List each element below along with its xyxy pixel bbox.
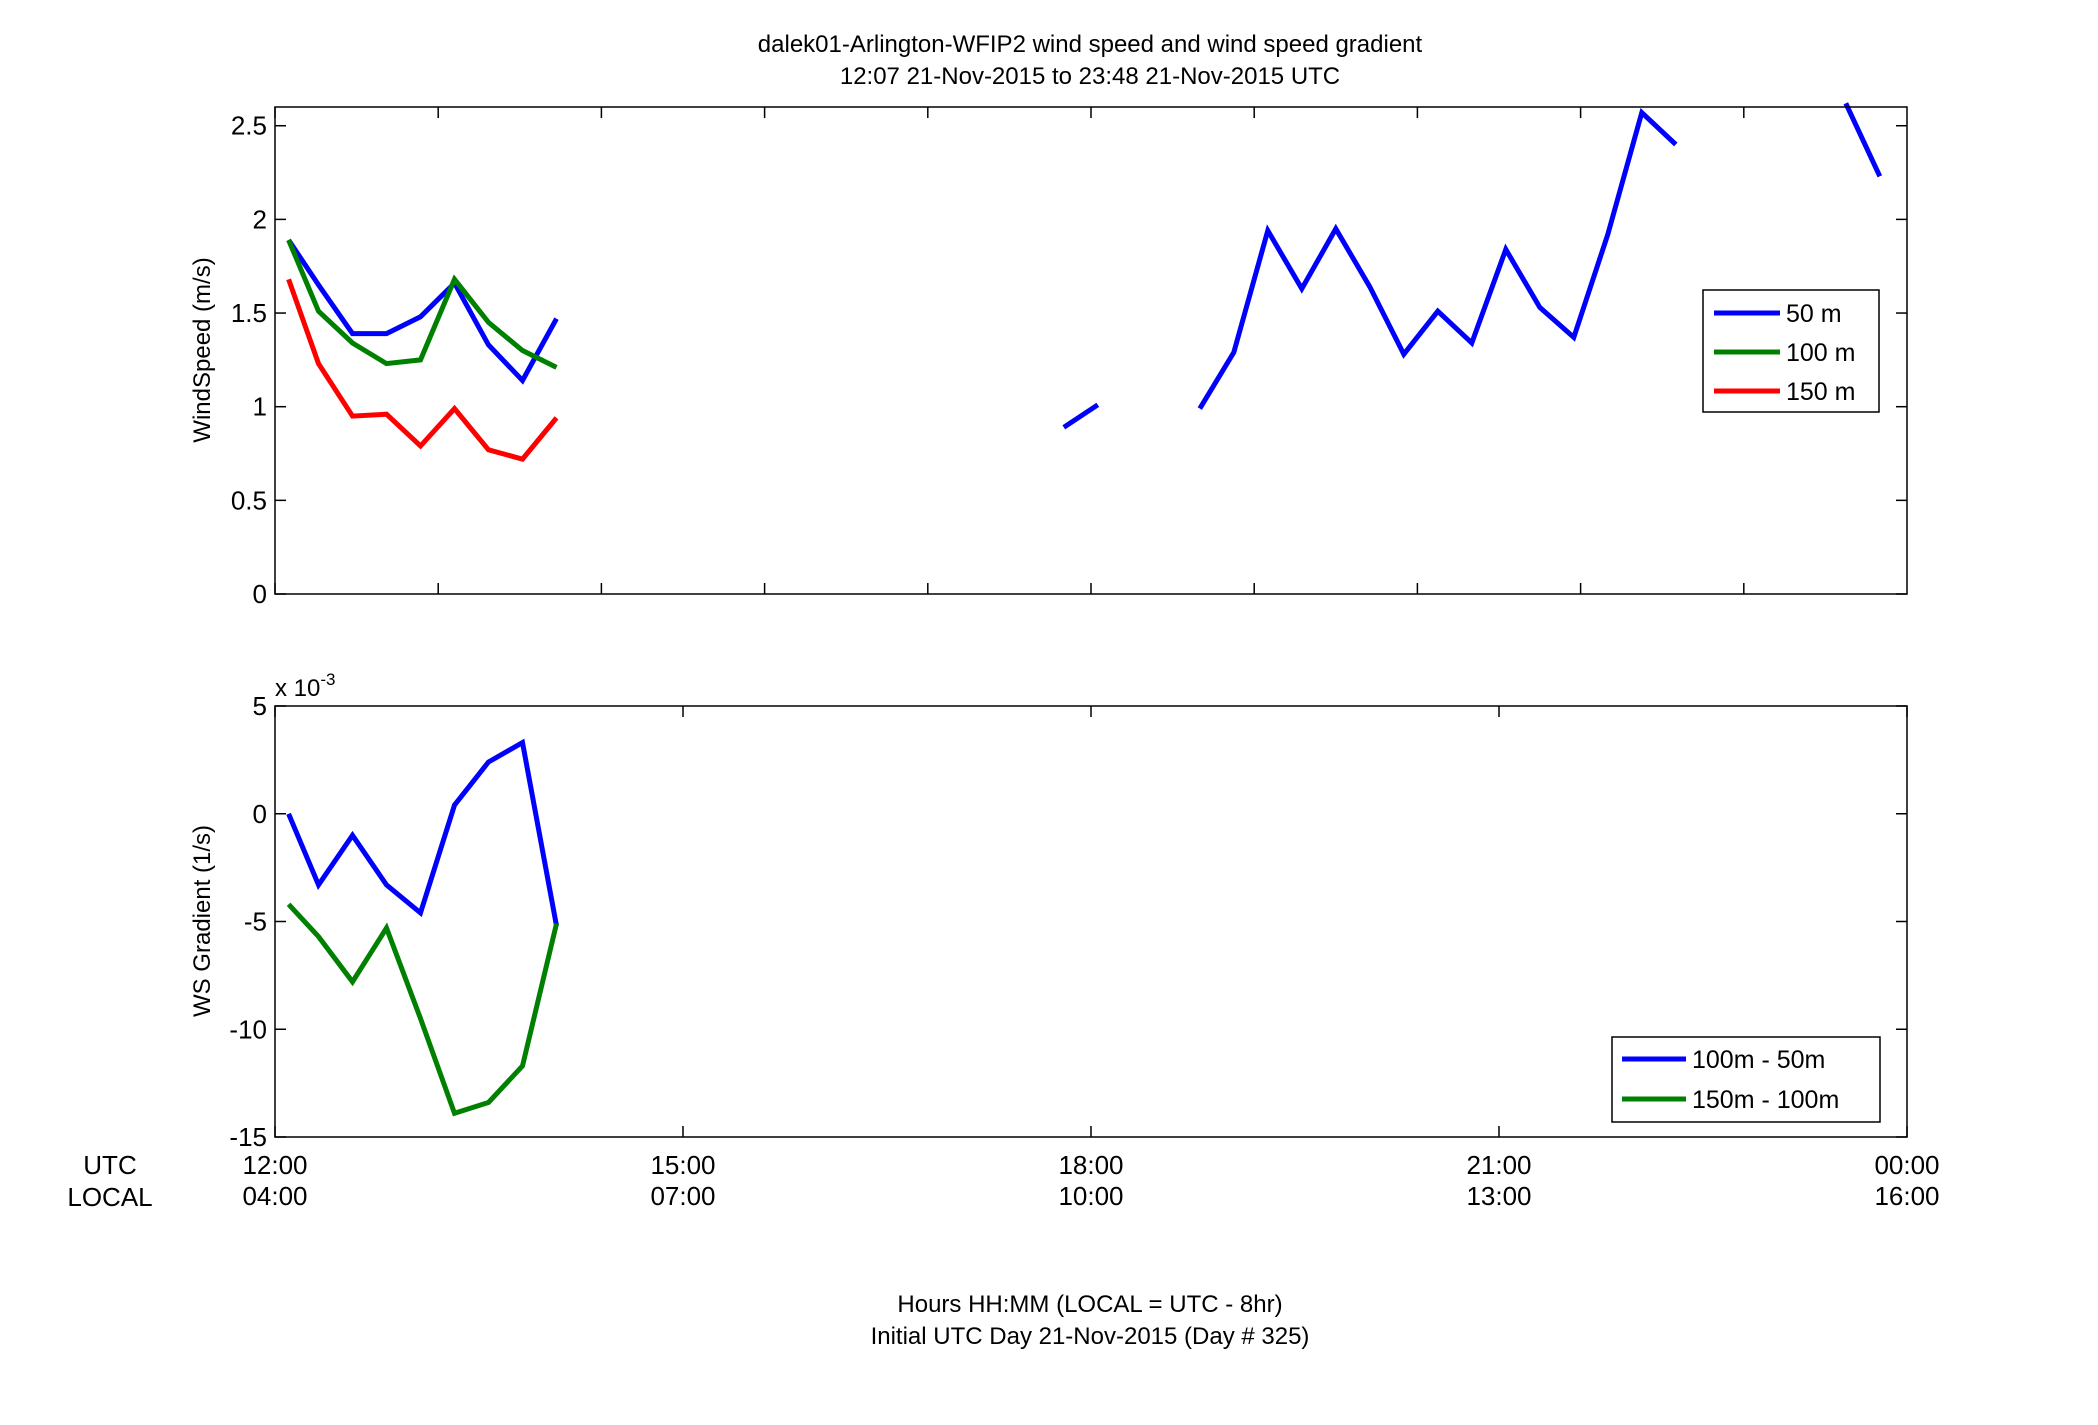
xlabel-line1: Hours HH:MM (LOCAL = UTC - 8hr) — [897, 1291, 1282, 1318]
gradient-ytick-label: 5 — [253, 691, 267, 721]
xtick-label-local: 13:00 — [1466, 1181, 1531, 1211]
figure-title-line1: dalek01-Arlington-WFIP2 wind speed and w… — [758, 31, 1423, 58]
windspeed-ytick-label: 1 — [253, 392, 267, 422]
windspeed-ticks: 0 0.5 1 1.5 2 2.5 — [231, 107, 1907, 609]
windspeed-ylabel: WindSpeed (m/s) — [189, 257, 216, 442]
legend-label-100m-50m: 100m - 50m — [1692, 1046, 1825, 1074]
legend-label-50m: 50 m — [1786, 300, 1842, 328]
windspeed-ytick-label: 0 — [253, 579, 267, 609]
gradient-legend-box — [1611, 1036, 1881, 1123]
windspeed-ytick-label: 0.5 — [231, 485, 267, 515]
legend-label-150m-100m: 150m - 100m — [1692, 1086, 1839, 1114]
gradient-series-line-1-seg-0 — [286, 902, 559, 1117]
windspeed-series-line-0-seg-0 — [286, 238, 559, 385]
exponent-prefix: x 10 — [275, 675, 320, 702]
xtick-label-utc: 18:00 — [1058, 1150, 1123, 1180]
xtick-label-utc: 21:00 — [1466, 1150, 1531, 1180]
xtick-label-local: 07:00 — [650, 1181, 715, 1211]
windspeed-series-line-1-seg-0 — [286, 239, 558, 370]
xtick-label-utc: 00:00 — [1874, 1150, 1939, 1180]
gradient-ytick-label: 0 — [253, 799, 267, 829]
windspeed-series-line-0-seg-1 — [1062, 402, 1100, 430]
xtick-label-local: 16:00 — [1874, 1181, 1939, 1211]
gradient-ytick-label: -15 — [229, 1122, 267, 1152]
figure-title-line2: 12:07 21-Nov-2015 to 23:48 21-Nov-2015 U… — [840, 63, 1340, 90]
windspeed-series-line-2-seg-0 — [286, 278, 559, 462]
gradient-ylabel: WS Gradient (1/s) — [189, 825, 216, 1017]
gradient-exponent-label: x 10-3 — [275, 670, 336, 702]
xtick-label-utc: 12:00 — [242, 1150, 307, 1180]
gradient-series-line-0-seg-0 — [286, 738, 559, 927]
exponent-power: -3 — [320, 670, 335, 689]
legend-label-100m: 100 m — [1786, 339, 1855, 367]
windspeed-panel: 0 0.5 1 1.5 2 2.5 WindSpeed (m/s) 50 m 100 m … — [189, 102, 1908, 609]
windspeed-ytick-label: 1.5 — [231, 298, 267, 328]
windspeed-series — [286, 102, 1883, 462]
xtick-label-local: 10:00 — [1058, 1181, 1123, 1211]
gradient-legend: 100m - 50m 150m - 100m — [1611, 1036, 1881, 1123]
gradient-ytick-label: -5 — [244, 907, 267, 937]
gradient-series — [286, 738, 559, 1117]
windspeed-series-line-0-seg-2 — [1197, 107, 1678, 410]
legend-label-150m: 150 m — [1786, 378, 1855, 406]
xtick-label-utc: 15:00 — [650, 1150, 715, 1180]
windspeed-ytick-label: 2.5 — [231, 111, 267, 141]
local-row-label: LOCAL — [67, 1182, 152, 1212]
gradient-ytick-label: -10 — [229, 1014, 267, 1044]
windspeed-series-line-0-seg-3 — [1843, 102, 1883, 178]
windspeed-legend: 50 m 100 m 150 m — [1702, 289, 1880, 413]
xtick-label-local: 04:00 — [242, 1181, 307, 1211]
utc-row-label: UTC — [83, 1150, 136, 1180]
xlabel-line2: Initial UTC Day 21-Nov-2015 (Day # 325) — [871, 1323, 1310, 1350]
windspeed-ytick-label: 2 — [253, 204, 267, 234]
